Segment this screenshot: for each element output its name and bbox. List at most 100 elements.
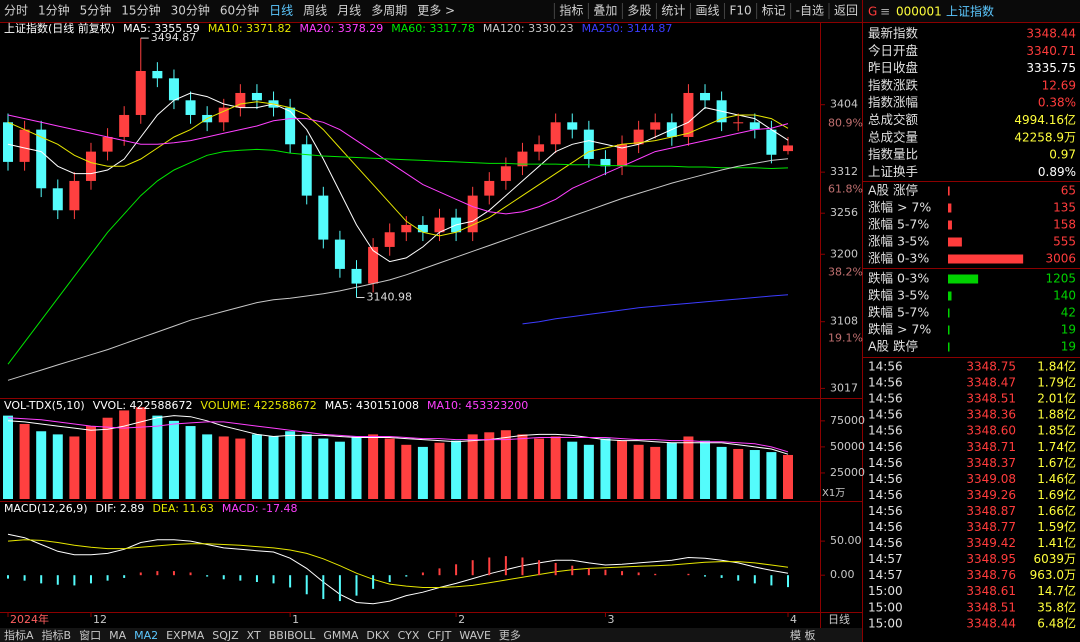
legend-item: MA5: 430151008: [325, 399, 419, 412]
candle-body: [567, 122, 578, 130]
quote-value: 3348.44: [1026, 27, 1076, 41]
candle-body: [434, 217, 445, 233]
breadth-bar: [948, 186, 950, 196]
legend-item: MA10: 453323200: [427, 399, 528, 412]
period-tab[interactable]: 更多 >: [417, 4, 455, 18]
breadth-label: 跌幅 3-5%: [868, 288, 929, 303]
indicator-tab[interactable]: 窗口: [79, 628, 101, 642]
candle-body: [36, 129, 47, 189]
period-tab[interactable]: 多周期: [371, 4, 407, 18]
period-tab[interactable]: 日线: [269, 4, 293, 18]
tool-button[interactable]: F10: [729, 4, 751, 18]
x-tick-label: 4: [790, 613, 797, 626]
legend-item: MA5: 3355.59: [123, 22, 200, 35]
period-tab[interactable]: 分时: [4, 4, 28, 18]
indicator-tab[interactable]: EXPMA: [166, 629, 205, 642]
period-tab[interactable]: 30分钟: [171, 3, 210, 18]
tool-button[interactable]: 统计: [661, 4, 685, 18]
breadth-count: 1205: [1045, 272, 1076, 286]
volume-bar: [185, 426, 196, 499]
template-button[interactable]: 模 板: [790, 628, 816, 642]
trade-price: 3348.95: [966, 552, 1016, 566]
trade-price: 3349.42: [966, 536, 1016, 550]
y-tick-label: 3256: [830, 206, 858, 219]
legend-item: VVOL: 422588672: [93, 399, 193, 412]
menu-icon[interactable]: ≡: [880, 5, 890, 19]
period-tab[interactable]: 月线: [337, 4, 361, 18]
trade-price: 3349.26: [966, 488, 1016, 502]
volume-bar: [633, 444, 644, 499]
candle-body: [218, 107, 229, 123]
candle-body: [683, 92, 694, 137]
trade-amount: 1.84亿: [1037, 359, 1076, 374]
indicator-tab[interactable]: 指标A: [4, 628, 34, 642]
quote-label: 上证换手: [868, 164, 918, 179]
indicator-tab[interactable]: SQJZ: [212, 629, 239, 642]
trade-price: 3348.60: [966, 424, 1016, 438]
indicator-tab[interactable]: DKX: [366, 629, 390, 642]
quote-value: 0.97: [1049, 148, 1076, 162]
tool-button[interactable]: 叠加: [593, 4, 617, 18]
period-tab[interactable]: 周线: [303, 4, 327, 18]
volume-bar: [417, 446, 428, 499]
indicator-tab[interactable]: WAVE: [459, 629, 491, 642]
tool-button[interactable]: 指标: [559, 3, 583, 18]
trade-price: 3348.44: [966, 616, 1016, 630]
quote-value: 42258.9万: [1014, 130, 1076, 144]
indicator-tab[interactable]: 指标B: [42, 628, 72, 642]
fib-label: 80.9%: [828, 117, 863, 130]
volume-bar: [152, 415, 163, 499]
indicator-tab[interactable]: XT: [247, 629, 261, 642]
trade-time: 14:57: [868, 568, 903, 582]
trade-amount: 1.46亿: [1037, 471, 1076, 486]
y-tick-label: 0.00: [830, 568, 855, 581]
fib-label: 61.8%: [828, 183, 863, 196]
volume-bar: [716, 446, 727, 499]
tool-button[interactable]: 标记: [762, 4, 786, 18]
tool-button[interactable]: -自选: [796, 4, 824, 18]
indicator-tab[interactable]: 更多: [499, 628, 521, 642]
indicator-tab[interactable]: BBIBOLL: [269, 629, 316, 642]
volume-bar: [334, 441, 345, 499]
legend-item: MACD: -17.48: [222, 502, 298, 515]
indicator-tab[interactable]: CFJT: [427, 629, 451, 642]
candle-body: [401, 224, 412, 233]
trade-time: 14:56: [868, 360, 903, 374]
breadth-label: 涨幅 0-3%: [868, 251, 929, 266]
volume-bar: [749, 450, 760, 499]
y-tick-label: 3312: [830, 165, 858, 178]
trade-time: 14:56: [868, 440, 903, 454]
breadth-bar: [948, 291, 952, 301]
quote-label: 昨日收盘: [868, 60, 918, 75]
breadth-label: 涨幅 > 7%: [868, 200, 931, 215]
volume-bar: [783, 454, 793, 499]
trade-amount: 1.79亿: [1037, 375, 1076, 390]
candle-body: [766, 129, 777, 155]
trade-time: 15:00: [868, 616, 903, 630]
candle-body: [417, 224, 428, 233]
candle-body: [467, 195, 478, 233]
volume-bar: [69, 436, 80, 499]
tool-button[interactable]: 返回: [834, 4, 858, 18]
period-tab[interactable]: 1分钟: [38, 3, 70, 18]
tool-button[interactable]: 画线: [695, 4, 719, 18]
trade-price: 3348.77: [966, 520, 1016, 534]
volume-bar: [85, 426, 96, 499]
tool-button[interactable]: 多股: [627, 4, 651, 18]
indicator-tab[interactable]: MA: [109, 629, 126, 642]
indicator-tab[interactable]: GMMA: [323, 629, 359, 642]
trade-time: 14:56: [868, 376, 903, 390]
breadth-count: 19: [1061, 340, 1076, 354]
period-tab[interactable]: 60分钟: [220, 3, 259, 18]
period-tab[interactable]: 15分钟: [121, 3, 160, 18]
breadth-count: 140: [1053, 289, 1076, 303]
indicator-tab[interactable]: CYX: [398, 629, 420, 642]
indicator-tab[interactable]: MA2: [134, 629, 158, 642]
legend-item: MA120: 3330.23: [483, 22, 574, 35]
period-tab[interactable]: 5分钟: [80, 3, 112, 18]
volume-bar: [19, 423, 30, 499]
breadth-count: 3006: [1045, 252, 1076, 266]
x-tick-label: 1: [292, 613, 299, 626]
breadth-label: A股 涨停: [868, 183, 918, 198]
ma-line: [7, 148, 789, 365]
